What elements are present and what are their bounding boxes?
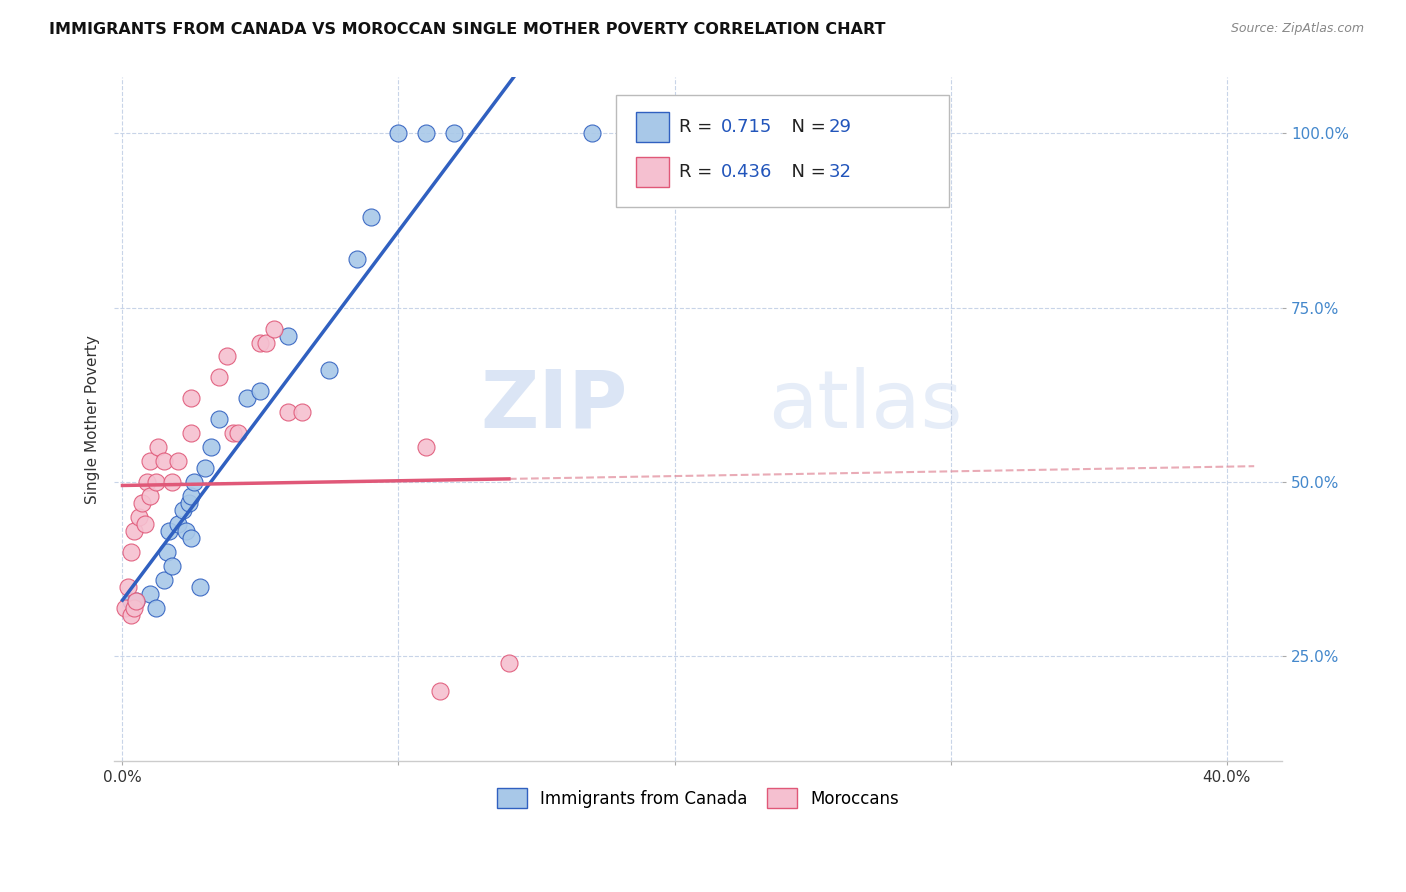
Point xyxy=(277,405,299,419)
Point xyxy=(346,252,368,266)
Text: 0.715: 0.715 xyxy=(721,118,773,136)
Text: N =: N = xyxy=(780,118,831,136)
Point xyxy=(180,489,202,503)
FancyBboxPatch shape xyxy=(636,112,669,142)
Text: IMMIGRANTS FROM CANADA VS MOROCCAN SINGLE MOTHER POVERTY CORRELATION CHART: IMMIGRANTS FROM CANADA VS MOROCCAN SINGL… xyxy=(49,22,886,37)
Text: ZIP: ZIP xyxy=(481,367,628,444)
Point xyxy=(139,489,162,503)
Point xyxy=(156,545,179,559)
Point xyxy=(581,126,603,140)
Text: atlas: atlas xyxy=(768,367,963,444)
Point xyxy=(166,516,188,531)
Point xyxy=(318,363,340,377)
Point xyxy=(228,426,250,441)
Point xyxy=(117,580,139,594)
FancyBboxPatch shape xyxy=(636,157,669,186)
Point xyxy=(131,496,153,510)
Point xyxy=(128,510,150,524)
Text: R =: R = xyxy=(679,162,718,181)
FancyBboxPatch shape xyxy=(616,95,949,207)
Point xyxy=(139,587,162,601)
Legend: Immigrants from Canada, Moroccans: Immigrants from Canada, Moroccans xyxy=(489,781,905,814)
Point xyxy=(217,350,239,364)
Point xyxy=(291,405,314,419)
Point xyxy=(443,126,465,140)
Point xyxy=(122,524,145,538)
Point xyxy=(200,440,222,454)
Point xyxy=(180,426,202,441)
Point xyxy=(180,531,202,545)
Point xyxy=(498,657,520,671)
Point xyxy=(235,392,257,406)
Point xyxy=(172,503,194,517)
Point xyxy=(429,684,451,698)
Point xyxy=(120,593,142,607)
Point xyxy=(160,558,183,573)
Point xyxy=(360,210,382,224)
Point xyxy=(153,454,176,468)
Point xyxy=(208,412,231,426)
Text: 32: 32 xyxy=(828,162,852,181)
Point xyxy=(145,475,167,489)
Point xyxy=(120,607,142,622)
Point xyxy=(387,126,409,140)
Point xyxy=(134,516,156,531)
Point xyxy=(166,454,188,468)
Point xyxy=(125,593,148,607)
Point xyxy=(139,454,162,468)
Point xyxy=(136,475,159,489)
Point xyxy=(263,321,285,335)
Point xyxy=(277,328,299,343)
Point xyxy=(254,335,277,350)
Text: 0.436: 0.436 xyxy=(721,162,773,181)
Point xyxy=(114,600,136,615)
Point xyxy=(148,440,170,454)
Point xyxy=(125,593,148,607)
Point xyxy=(208,370,231,384)
Point xyxy=(249,384,271,399)
Point xyxy=(145,600,167,615)
Y-axis label: Single Mother Poverty: Single Mother Poverty xyxy=(86,334,100,504)
Point xyxy=(249,335,271,350)
Point xyxy=(415,440,437,454)
Point xyxy=(120,545,142,559)
Point xyxy=(222,426,245,441)
Point xyxy=(194,461,217,475)
Point xyxy=(177,496,200,510)
Text: Source: ZipAtlas.com: Source: ZipAtlas.com xyxy=(1230,22,1364,36)
Point xyxy=(160,475,183,489)
Point xyxy=(415,126,437,140)
Point xyxy=(180,392,202,406)
Text: 29: 29 xyxy=(828,118,852,136)
Point xyxy=(188,580,211,594)
Point xyxy=(183,475,205,489)
Point xyxy=(174,524,197,538)
Point xyxy=(157,524,180,538)
Point xyxy=(122,600,145,615)
Text: R =: R = xyxy=(679,118,718,136)
Point xyxy=(153,573,176,587)
Text: N =: N = xyxy=(780,162,831,181)
